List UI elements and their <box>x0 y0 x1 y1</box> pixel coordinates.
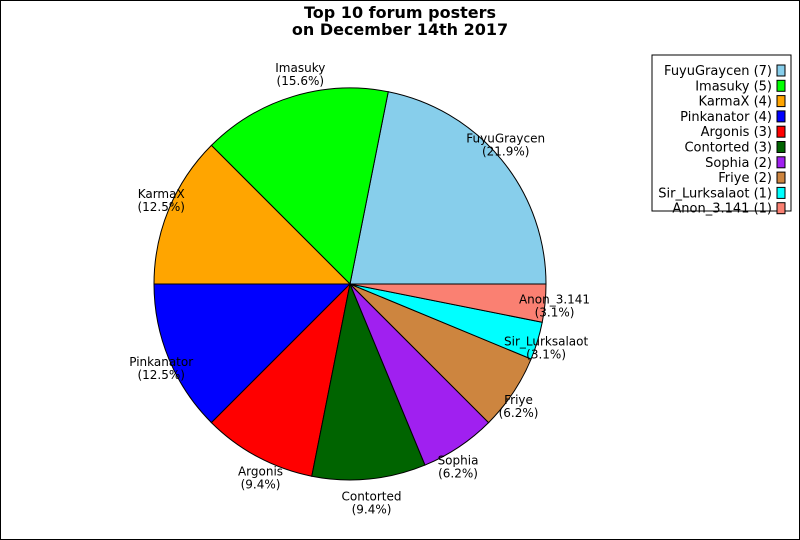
chart-title-line-2: on December 14th 2017 <box>292 20 508 39</box>
legend-swatch-anon-3-141 <box>776 202 786 215</box>
slice-percent-argonis: (9.4%) <box>241 478 281 492</box>
slice-label-argonis: Argonis <box>238 465 283 479</box>
legend-entry-karmax: KarmaX (4) <box>699 95 772 110</box>
legend-box <box>651 54 792 212</box>
slice-label-fuyugraycen: FuyuGraycen <box>466 132 545 146</box>
legend-swatch-imasuky <box>776 79 786 92</box>
legend-swatch-contorted <box>776 141 786 153</box>
legend-entry-anon-3-141: Anon_3.141 (1) <box>672 202 772 217</box>
slice-contorted <box>311 282 426 481</box>
slice-labels: FuyuGraycen(21.9%)Imasuky(15.6%)KarmaX(1… <box>129 61 590 517</box>
slice-label-sophia: Sophia <box>438 454 479 468</box>
slice-percent-sophia: (6.2%) <box>438 467 478 481</box>
legend-swatch-sir-lurksalaot <box>776 186 786 199</box>
slice-percent-karmax: (12.5%) <box>137 200 184 214</box>
slice-karmax <box>153 144 352 285</box>
legend-entry-fuyugraycen: FuyuGraycen (7) <box>664 64 772 79</box>
slice-label-sir-lurksalaot: Sir_Lurksalaot <box>504 335 588 349</box>
legend-entry-friye: Friye (2) <box>718 171 772 186</box>
legend-swatch-fuyugraycen <box>776 64 786 77</box>
slice-label-anon-3-141: Anon_3.141 <box>519 293 590 307</box>
legend-entry-sir-lurksalaot: Sir_Lurksalaot (1) <box>658 186 772 201</box>
pie-slices <box>153 87 547 481</box>
slice-percent-contorted: (9.4%) <box>352 503 392 517</box>
slice-label-contorted: Contorted <box>341 490 401 504</box>
legend-swatch-argonis <box>776 125 786 138</box>
legend-entry-imasuky: Imasuky (5) <box>695 79 772 94</box>
slice-anon-3-141 <box>349 283 547 323</box>
slice-percent-friye: (6.2%) <box>499 406 539 420</box>
slice-percent-pinkanator: (12.5%) <box>137 368 184 382</box>
slice-pinkanator <box>153 283 352 424</box>
legend-entry-pinkanator: Pinkanator (4) <box>680 110 772 125</box>
legend-entry-argonis: Argonis (3) <box>701 125 772 140</box>
legend-swatch-friye <box>776 171 786 184</box>
slice-percent-imasuky: (15.6%) <box>277 74 324 88</box>
chart-title-line-1: Top 10 forum posters <box>304 3 496 22</box>
slice-label-karmax: KarmaX <box>138 187 185 201</box>
slice-fuyugraycen <box>349 91 547 285</box>
legend-entry-sophia: Sophia (2) <box>705 156 772 171</box>
legend: FuyuGraycen (7)Imasuky (5)KarmaX (4)Pink… <box>651 54 792 217</box>
slice-label-imasuky: Imasuky <box>275 61 325 75</box>
legend-entry-contorted: Contorted (3) <box>684 141 772 156</box>
slice-percent-fuyugraycen: (21.9%) <box>482 145 529 159</box>
slice-label-pinkanator: Pinkanator <box>129 355 193 369</box>
legend-swatch-karmax <box>776 95 786 108</box>
slice-argonis <box>210 282 351 477</box>
slice-percent-anon-3-141: (3.1%) <box>535 306 575 320</box>
slice-label-friye: Friye <box>504 393 533 407</box>
legend-swatch-pinkanator <box>776 110 786 123</box>
legend-swatch-sophia <box>776 156 786 169</box>
slice-percent-sir-lurksalaot: (3.1%) <box>526 348 566 362</box>
slice-imasuky <box>210 87 389 286</box>
